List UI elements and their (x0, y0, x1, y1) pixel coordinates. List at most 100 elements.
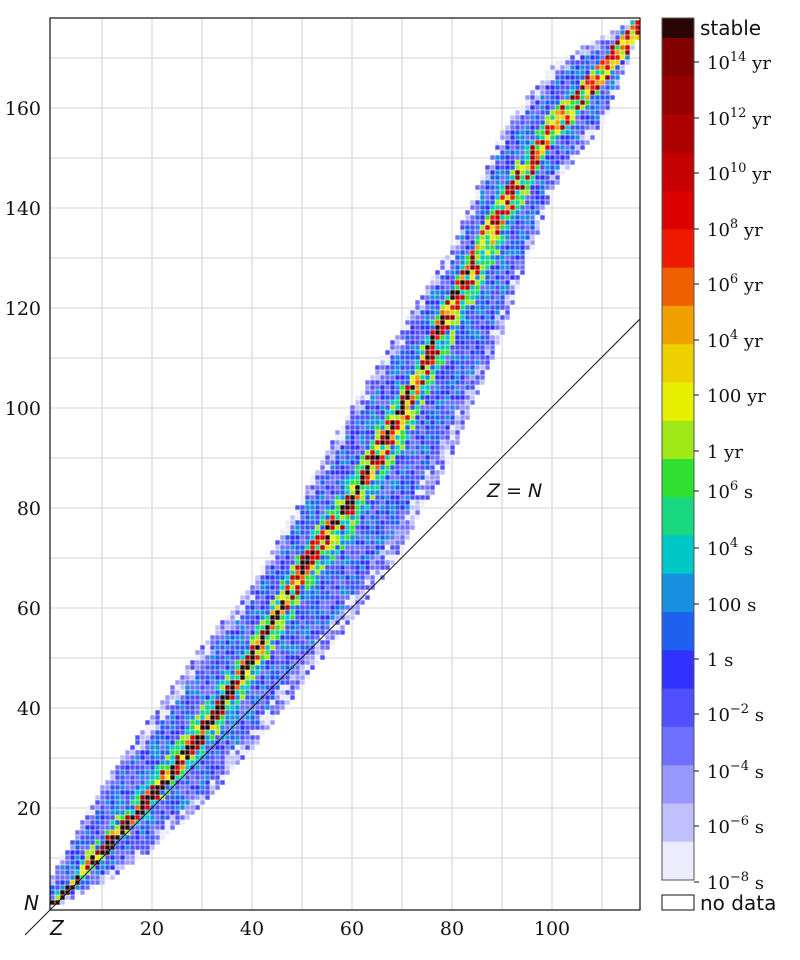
nuclide-cell (100, 800, 105, 805)
nuclide-cell (190, 745, 195, 750)
nuclide-cell (165, 810, 170, 815)
nuclide-cell (435, 400, 440, 405)
nuclide-cell (315, 590, 320, 595)
nuclide-cell (420, 350, 425, 355)
nuclide-cell (405, 325, 410, 330)
nuclide-cell (420, 300, 425, 305)
nuclide-cell (535, 110, 540, 115)
nuclide-cell (500, 155, 505, 160)
nuclide-cell (405, 500, 410, 505)
nuclide-cell (495, 165, 500, 170)
nuclide-cell (160, 755, 165, 760)
nuclide-cell (335, 525, 340, 530)
nuclide-cell (445, 315, 450, 320)
nuclide-cell (380, 390, 385, 395)
nuclide-cell (145, 795, 150, 800)
nuclide-cell (505, 140, 510, 145)
nuclide-cell (400, 400, 405, 405)
nuclide-cell (330, 525, 335, 530)
nuclide-cell (430, 345, 435, 350)
colorbar-segment (662, 497, 694, 537)
nuclide-cell (200, 685, 205, 690)
nuclide-cell (410, 500, 415, 505)
nuclide-cell (195, 745, 200, 750)
nuclide-cell (225, 710, 230, 715)
nuclide-cell (330, 490, 335, 495)
nuclide-cell (320, 530, 325, 535)
nuclide-cell (325, 480, 330, 485)
nuclide-cell (435, 435, 440, 440)
nuclide-cell (430, 355, 435, 360)
nuclide-cell (440, 420, 445, 425)
nuclide-cell (420, 360, 425, 365)
nuclide-cell (185, 690, 190, 695)
colorbar-segment (662, 420, 694, 460)
nuclide-cell (70, 855, 75, 860)
nuclide-cell (550, 75, 555, 80)
nuclide-cell (535, 190, 540, 195)
nuclide-cell (595, 70, 600, 75)
nuclide-cell (120, 830, 125, 835)
nuclide-cell (295, 680, 300, 685)
nuclide-cell (370, 440, 375, 445)
nuclide-cell (55, 875, 60, 880)
nuclide-cell (275, 570, 280, 575)
nuclide-cell (185, 745, 190, 750)
nuclide-cell (445, 435, 450, 440)
nuclide-cell (520, 195, 525, 200)
nuclide-cell (410, 485, 415, 490)
nuclide-cell (420, 370, 425, 375)
nuclide-cell (425, 385, 430, 390)
nuclide-cell (155, 795, 160, 800)
nuclide-cell (525, 210, 530, 215)
nuclide-cell (580, 135, 585, 140)
nuclide-cell (600, 95, 605, 100)
nuclide-cell (75, 840, 80, 845)
nuclide-cell (255, 685, 260, 690)
nuclide-cell (285, 550, 290, 555)
nuclide-cell (450, 435, 455, 440)
nuclide-cell (550, 110, 555, 115)
nuclide-cell (225, 630, 230, 635)
nuclide-cell (155, 715, 160, 720)
nuclide-cell (295, 540, 300, 545)
nuclide-cell (240, 705, 245, 710)
nuclide-cell (300, 500, 305, 505)
nuclide-cell (455, 240, 460, 245)
nuclide-cell (150, 715, 155, 720)
nuclide-cell (400, 435, 405, 440)
nuclide-cell (75, 845, 80, 850)
nuclide-cell (240, 600, 245, 605)
nuclide-cell (510, 200, 515, 205)
nuclide-cell (100, 835, 105, 840)
nuclide-cell (100, 795, 105, 800)
nuclide-cell (470, 260, 475, 265)
nuclide-cell (375, 490, 380, 495)
nuclide-cell (505, 285, 510, 290)
nuclide-cell (440, 385, 445, 390)
nuclide-cell (335, 585, 340, 590)
nuclide-cell (345, 485, 350, 490)
nuclide-cell (470, 365, 475, 370)
nuclide-cell (310, 515, 315, 520)
nuclide-cell (225, 750, 230, 755)
nuclide-cell (145, 760, 150, 765)
nuclide-cell (590, 85, 595, 90)
nuclide-cell (310, 580, 315, 585)
nuclide-cell (405, 435, 410, 440)
nuclide-cell (590, 95, 595, 100)
nuclide-cell (365, 475, 370, 480)
nuclide-cell (495, 295, 500, 300)
nuclide-cell (295, 525, 300, 530)
nuclide-cell (530, 120, 535, 125)
nuclide-cell (400, 525, 405, 530)
nuclide-cell (555, 80, 560, 85)
nuclide-cell (410, 465, 415, 470)
nuclide-cell (240, 710, 245, 715)
nuclide-cell (355, 395, 360, 400)
nuclide-cell (630, 30, 635, 35)
nuclide-cell (245, 630, 250, 635)
nuclide-cell (65, 850, 70, 855)
nuclide-cell (335, 530, 340, 535)
